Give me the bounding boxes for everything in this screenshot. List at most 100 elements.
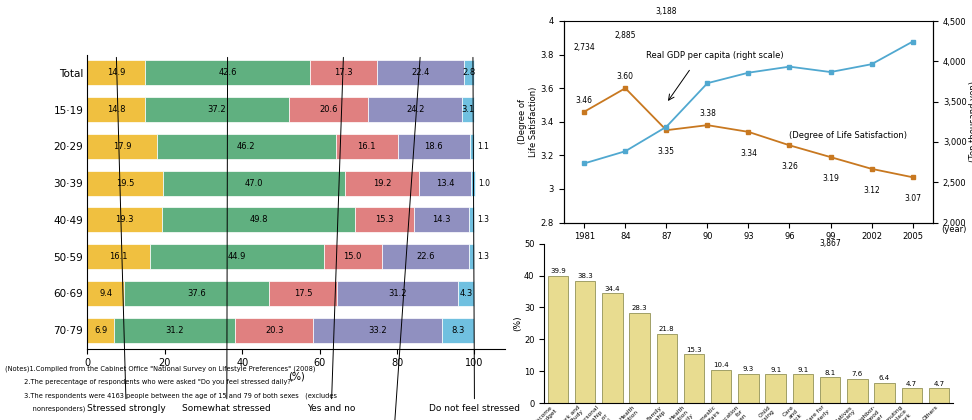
Bar [87, 244, 150, 269]
Text: Real GDP per capita (right scale): Real GDP per capita (right scale) [645, 51, 783, 60]
Bar [442, 318, 474, 343]
Text: Yes and no: Yes and no [307, 58, 356, 413]
Bar [87, 207, 162, 232]
Text: 24.2: 24.2 [406, 105, 425, 114]
Text: 3,867: 3,867 [819, 239, 842, 248]
Text: 8.3: 8.3 [451, 326, 465, 335]
Text: 9.3: 9.3 [743, 366, 754, 372]
Bar [469, 244, 474, 269]
Text: 8.1: 8.1 [824, 370, 836, 376]
Text: 1.3: 1.3 [477, 252, 489, 261]
Bar [150, 244, 324, 269]
Text: 2,734: 2,734 [573, 43, 595, 52]
Text: 4.3: 4.3 [460, 289, 472, 298]
Text: 9.1: 9.1 [797, 367, 809, 373]
Text: Somewhat stressed: Somewhat stressed [183, 58, 271, 413]
Text: 3.19: 3.19 [822, 174, 839, 183]
Bar [87, 171, 163, 196]
Text: Do not feel stressed: Do not feel stressed [429, 58, 520, 413]
Bar [684, 354, 704, 403]
Bar [235, 318, 314, 343]
Y-axis label: (%): (%) [513, 315, 523, 331]
Bar [575, 281, 595, 403]
Bar [345, 171, 419, 196]
Text: 15.0: 15.0 [343, 252, 362, 261]
Text: 38.3: 38.3 [577, 273, 593, 279]
Text: 17.9: 17.9 [113, 142, 131, 151]
Text: 7.6: 7.6 [851, 371, 863, 377]
Text: 14.8: 14.8 [107, 105, 125, 114]
Text: 33.2: 33.2 [368, 326, 387, 335]
Text: 3.1: 3.1 [462, 105, 474, 114]
Text: 3.26: 3.26 [781, 162, 798, 171]
Text: 34.4: 34.4 [605, 286, 620, 292]
Text: nonresponders): nonresponders) [5, 406, 86, 412]
Text: 3.46: 3.46 [575, 96, 593, 105]
Text: 10.4: 10.4 [713, 362, 729, 368]
Bar [739, 373, 758, 403]
Y-axis label: (Degree of
Life Satisfaction): (Degree of Life Satisfaction) [518, 87, 538, 157]
Bar [929, 388, 949, 403]
Bar [337, 281, 458, 306]
Text: 46.2: 46.2 [237, 142, 256, 151]
Text: 22.6: 22.6 [416, 252, 434, 261]
Bar [819, 377, 840, 403]
Bar [377, 60, 464, 86]
Text: 49.8: 49.8 [249, 215, 267, 224]
Bar [657, 333, 677, 403]
Bar [414, 207, 469, 232]
Bar [603, 294, 623, 403]
Text: 15.3: 15.3 [375, 215, 394, 224]
Bar [793, 374, 813, 403]
Text: 2.The perecentage of respondents who were asked "Do you feel stressed daily?": 2.The perecentage of respondents who wer… [5, 379, 294, 385]
Bar [847, 379, 867, 403]
Bar [462, 97, 474, 122]
Text: 19.2: 19.2 [373, 179, 391, 188]
Text: 17.3: 17.3 [334, 68, 353, 77]
Text: 13.4: 13.4 [435, 179, 454, 188]
Bar [471, 171, 475, 196]
Text: 2,885: 2,885 [614, 31, 636, 40]
Text: 17.5: 17.5 [294, 289, 312, 298]
Bar [87, 318, 114, 343]
Bar [162, 207, 355, 232]
Bar [289, 97, 368, 122]
Bar [458, 281, 474, 306]
Text: 3.34: 3.34 [740, 149, 757, 158]
Text: 4.7: 4.7 [906, 381, 918, 386]
Bar [163, 171, 345, 196]
Bar [382, 244, 469, 269]
Bar [766, 374, 785, 403]
Text: 21.8: 21.8 [659, 326, 675, 332]
Text: Stressed strongly: Stressed strongly [87, 58, 165, 413]
Text: 1.0: 1.0 [478, 179, 490, 188]
Text: 44.9: 44.9 [227, 252, 246, 261]
Text: 9.1: 9.1 [770, 367, 781, 373]
Bar [87, 134, 156, 159]
Text: 1.1: 1.1 [477, 142, 489, 151]
Text: 16.1: 16.1 [110, 252, 128, 261]
Bar [156, 134, 335, 159]
Text: 20.3: 20.3 [265, 326, 284, 335]
Text: 4.7: 4.7 [933, 381, 945, 386]
Bar [87, 281, 123, 306]
Text: 28.3: 28.3 [632, 305, 647, 311]
Bar [875, 383, 894, 403]
Bar [711, 370, 731, 403]
Bar [469, 134, 474, 159]
Text: 2.8: 2.8 [463, 68, 475, 77]
Bar [548, 276, 568, 403]
Text: 37.2: 37.2 [207, 105, 226, 114]
Bar [464, 60, 474, 86]
Bar [145, 97, 289, 122]
Text: 42.6: 42.6 [219, 68, 237, 77]
Text: 3.12: 3.12 [863, 186, 880, 194]
Text: 9.4: 9.4 [99, 289, 112, 298]
X-axis label: (%): (%) [288, 371, 305, 381]
Text: (Notes)1.Compiled from the Cabinet Office "National Survey on Lifestyle Preferen: (Notes)1.Compiled from the Cabinet Offic… [5, 365, 315, 372]
Text: 19.3: 19.3 [116, 215, 134, 224]
Text: 18.6: 18.6 [425, 142, 443, 151]
Text: 16.1: 16.1 [358, 142, 376, 151]
Bar [269, 281, 337, 306]
Bar [355, 207, 414, 232]
